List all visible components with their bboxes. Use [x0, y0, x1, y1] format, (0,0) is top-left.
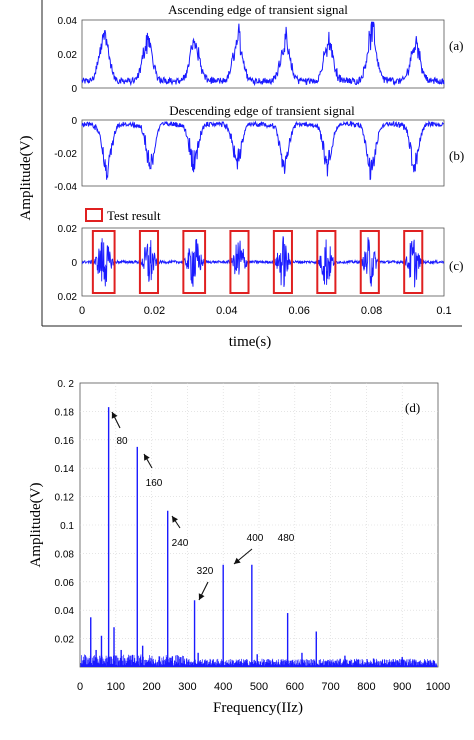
- panel-d-spectrum-lines: [90, 407, 432, 667]
- panel-b-frame: [81, 119, 445, 187]
- annotation-label: 80: [116, 436, 128, 447]
- top-figure: Ascending edge of transient signal (a) D…: [18, 0, 464, 350]
- ytick-label: 0.02: [58, 50, 78, 61]
- xtick-label: 500: [250, 681, 268, 693]
- result-box: [229, 230, 250, 294]
- panel-c-yticks: 0.02 0 0.02: [58, 224, 78, 303]
- ytick-label: 0.08: [55, 549, 75, 560]
- annotation-label: 480: [278, 533, 295, 544]
- bottom-xlabel: Frequency(IIz): [213, 700, 303, 716]
- result-box: [272, 230, 293, 294]
- annotation-label: 320: [197, 566, 214, 577]
- result-box: [91, 230, 116, 294]
- ytick-label: -0.02: [54, 149, 77, 160]
- ytick-label: 0. 2: [57, 379, 74, 390]
- xtick-label: 0.1: [436, 305, 451, 317]
- panel-b-yticks: 0 -0.02 -0.04: [54, 116, 77, 193]
- panel-d-yticks: 0.02 0.04 0.06 0.08 0.1 0.12 0.14 0.16 0.18 0. 2: [55, 379, 75, 646]
- noise-floor: [80, 654, 438, 667]
- annotation-arrowhead: [144, 454, 150, 461]
- panel-c-frame: [81, 227, 445, 297]
- panel-b-label: (b): [449, 148, 464, 163]
- annotation-arrowhead: [198, 593, 205, 600]
- panel-a-signal: [81, 21, 445, 87]
- panel-d-xticks: 0 100 200 300 400 500 600 700 800 900 1000: [77, 681, 450, 693]
- panel-a-yticks: 0.04 0.02 0: [58, 16, 78, 95]
- xtick-label: 100: [107, 681, 125, 693]
- panel-a-title: Ascending edge of transient signal: [168, 2, 348, 17]
- xtick-label: 0.06: [288, 305, 309, 317]
- ytick-label: 0.18: [55, 407, 75, 418]
- legend-swatch: [85, 208, 103, 222]
- ytick-label: -0.04: [54, 182, 77, 193]
- xtick-label: 600: [286, 681, 304, 693]
- xtick-label: 900: [393, 681, 411, 693]
- xtick-label: 800: [357, 681, 375, 693]
- result-box: [316, 230, 337, 294]
- panel-d-annotations: 80 160 240 320 400 480: [111, 411, 295, 601]
- xtick-label: 1000: [426, 681, 450, 693]
- result-box: [403, 230, 424, 294]
- xtick-label: 0.08: [361, 305, 382, 317]
- result-box: [138, 230, 160, 294]
- ytick-label: 0: [71, 84, 77, 95]
- ytick-label: 0: [71, 258, 77, 269]
- ytick-label: 0: [71, 116, 77, 127]
- ytick-label: 0.14: [55, 464, 75, 475]
- result-box: [359, 230, 380, 294]
- result-box: [182, 230, 207, 294]
- panel-c-result-boxes: [91, 230, 424, 294]
- xtick-label: 700: [321, 681, 339, 693]
- ytick-label: 0.02: [55, 635, 75, 646]
- top-ylabel: Amplitude(V): [18, 136, 34, 221]
- xtick-label: 0: [77, 681, 83, 693]
- bottom-figure: (d) 0.020.040.060.080.10.120.140.160.180…: [28, 379, 450, 716]
- panel-a-label: (a): [449, 38, 463, 53]
- signal-line: [81, 21, 445, 87]
- annotation-label: 160: [146, 478, 163, 489]
- ytick-label: 0.02: [58, 224, 78, 235]
- panel-a-frame: [81, 19, 445, 89]
- ytick-label: 0.02: [58, 292, 78, 303]
- legend-label: Test result: [107, 208, 161, 223]
- panel-d-label: (d): [405, 400, 420, 415]
- xtick-label: 300: [178, 681, 196, 693]
- xtick-label: 400: [214, 681, 232, 693]
- signal-line: [81, 120, 445, 181]
- panel-d-grid: [80, 383, 438, 667]
- xtick-label: 200: [142, 681, 160, 693]
- annotation-label: 400: [247, 533, 264, 544]
- panel-d-noise-floor: [80, 654, 438, 667]
- ytick-label: 0.12: [55, 493, 75, 504]
- annotation-label: 240: [172, 538, 189, 549]
- annotation-arrowhead: [234, 557, 241, 564]
- xtick-label: 0.02: [144, 305, 165, 317]
- xtick-label: 0.04: [216, 305, 237, 317]
- panel-b-signal: [81, 120, 445, 181]
- annotation-arrowhead: [172, 516, 178, 523]
- ytick-label: 0.1: [60, 521, 74, 532]
- signal-line: [81, 236, 445, 288]
- panel-b-title: Descending edge of transient signal: [169, 103, 355, 118]
- xtick-label: 0: [79, 305, 85, 317]
- top-xlabel: time(s): [229, 334, 272, 350]
- ytick-label: 0.04: [58, 16, 78, 27]
- annotation-arrowhead: [111, 412, 118, 419]
- panel-c-xticks: 0 0.02 0.04 0.06 0.08 0.1: [79, 305, 452, 317]
- panel-c-signal: [81, 236, 445, 288]
- ytick-label: 0.06: [55, 578, 75, 589]
- bottom-ylabel: Amplitude(V): [28, 483, 44, 568]
- ytick-label: 0.16: [55, 436, 75, 447]
- ytick-label: 0.04: [55, 606, 75, 617]
- panel-c-label: (c): [449, 258, 463, 273]
